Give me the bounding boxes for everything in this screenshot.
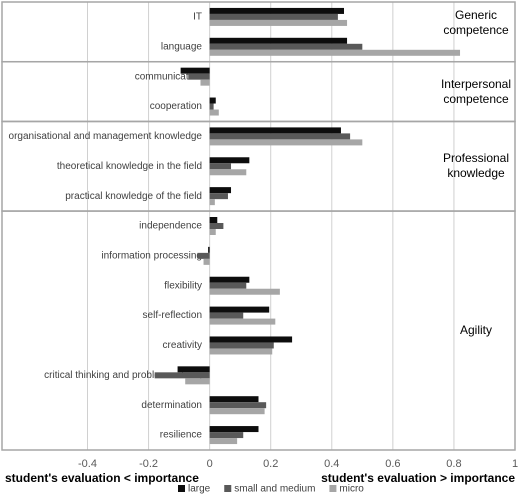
bar [209, 408, 265, 415]
y-tick-label: creativity [163, 340, 202, 351]
bar [209, 97, 216, 104]
bar [209, 318, 276, 325]
group-label: Interpersonal competence [440, 76, 512, 106]
x-tick-label: 0.4 [324, 458, 339, 470]
x-axis-title-left: student's evaluation < importance [5, 471, 199, 485]
x-tick-label: 1 [512, 458, 518, 470]
bar [209, 163, 232, 170]
bar [208, 246, 210, 253]
bar [209, 193, 228, 200]
x-tick-label: 0.8 [446, 458, 461, 470]
bar [209, 139, 363, 146]
bar [209, 13, 338, 20]
group-label: Agility [459, 322, 492, 337]
bar [209, 217, 218, 223]
bar [209, 127, 341, 134]
legend-swatch [178, 485, 185, 492]
legend-label: small and medium [234, 484, 315, 495]
x-tick-label: -0.4 [78, 458, 97, 470]
bar [209, 199, 215, 206]
bar [209, 282, 247, 289]
bar [203, 258, 210, 265]
bar [209, 223, 224, 229]
y-tick-label: resilience [160, 430, 203, 441]
bar [197, 252, 210, 259]
y-tick-label: cooperation [150, 101, 202, 112]
bar [209, 288, 280, 295]
x-tick-label: 0.2 [263, 458, 278, 470]
legend-label: large [188, 484, 211, 495]
legend-label: micro [339, 484, 364, 495]
y-tick-label: language [161, 41, 203, 52]
bar [209, 157, 250, 164]
y-tick-label: IT [193, 12, 202, 23]
x-axis-title-right: student's evaluation > importance [321, 471, 515, 485]
y-tick-label: organisational and management knowledge [9, 131, 203, 142]
bar [209, 312, 244, 319]
bar [185, 378, 210, 385]
bar [209, 229, 216, 235]
y-tick-label: flexibility [164, 280, 202, 291]
y-tick-label: theoretical knowledge in the field [57, 161, 202, 172]
bar [209, 276, 250, 283]
bar [209, 109, 219, 116]
bar [209, 336, 293, 343]
bar [209, 7, 344, 14]
bar [209, 348, 273, 355]
bar [188, 73, 210, 80]
bar [209, 169, 247, 176]
y-tick-label: communication [135, 71, 202, 82]
y-tick-label: critical thinking and problem solving [44, 370, 202, 381]
x-tick-label: -0.2 [139, 458, 158, 470]
bar [209, 103, 214, 110]
bar [209, 438, 238, 445]
legend-swatch [329, 485, 337, 492]
bar [209, 426, 259, 433]
y-tick-label: self-reflection [143, 310, 202, 321]
bar [209, 432, 244, 439]
bar [180, 67, 210, 74]
bar [209, 49, 461, 56]
bar [209, 396, 259, 403]
x-tick-label: 0.6 [385, 458, 400, 470]
y-tick-label: information processing [101, 251, 202, 262]
bar [209, 43, 363, 50]
legend-swatch [224, 485, 232, 492]
x-tick-label: 0 [207, 458, 213, 470]
bar [154, 372, 210, 379]
bar [209, 19, 348, 26]
y-tick-label: independence [139, 221, 202, 232]
y-tick-label: practical knowledge of the field [65, 191, 202, 202]
bar [209, 342, 274, 349]
bar [209, 133, 351, 140]
bar [209, 37, 348, 44]
bar [209, 402, 267, 409]
group-label: Professional knowledge [442, 151, 510, 181]
y-tick-label: determination [141, 400, 202, 411]
bar [209, 306, 270, 313]
bar [200, 79, 210, 86]
group-label: Generic competence [443, 8, 509, 37]
bar [209, 187, 232, 194]
bar [177, 366, 210, 373]
group-frame [1, 210, 516, 451]
